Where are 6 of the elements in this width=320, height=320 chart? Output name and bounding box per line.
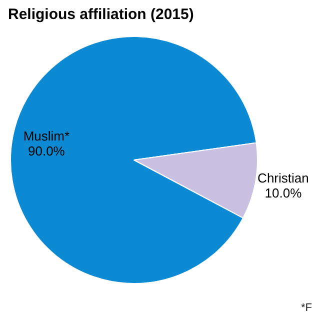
- slice-label: Muslim*: [23, 128, 70, 144]
- data-label: 10.0%: [264, 185, 302, 200]
- chart-title: Religious affiliation (2015): [8, 6, 194, 23]
- text: *F: [301, 302, 312, 314]
- slice-label: Christian: [258, 170, 309, 186]
- data-label: 90.0%: [28, 144, 66, 159]
